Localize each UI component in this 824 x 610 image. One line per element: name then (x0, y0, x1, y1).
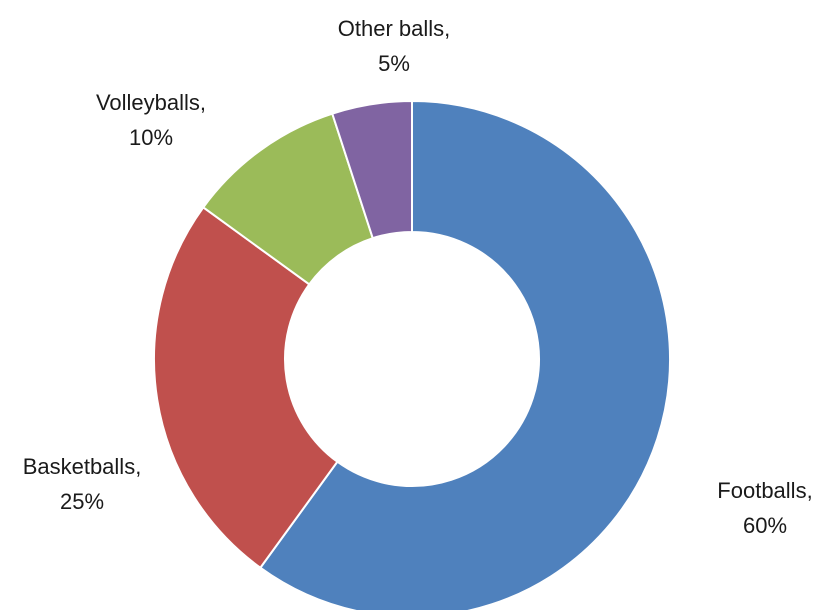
slice-value-volleyballs: 10% (129, 125, 173, 150)
slice-value-other-balls: 5% (378, 51, 410, 76)
slice-value-basketballs: 25% (60, 489, 104, 514)
slice-label-other-balls: Other balls, (338, 16, 451, 41)
slice-label-basketballs: Basketballs, (23, 454, 142, 479)
donut-slices (154, 101, 670, 610)
slice-value-footballs: 60% (743, 513, 787, 538)
slice-label-footballs: Footballs, (717, 478, 812, 503)
donut-labels: Footballs, 60% Basketballs, 25% Volleyballs,… (23, 16, 813, 538)
slice-label-volleyballs: Volleyballs, (96, 90, 206, 115)
